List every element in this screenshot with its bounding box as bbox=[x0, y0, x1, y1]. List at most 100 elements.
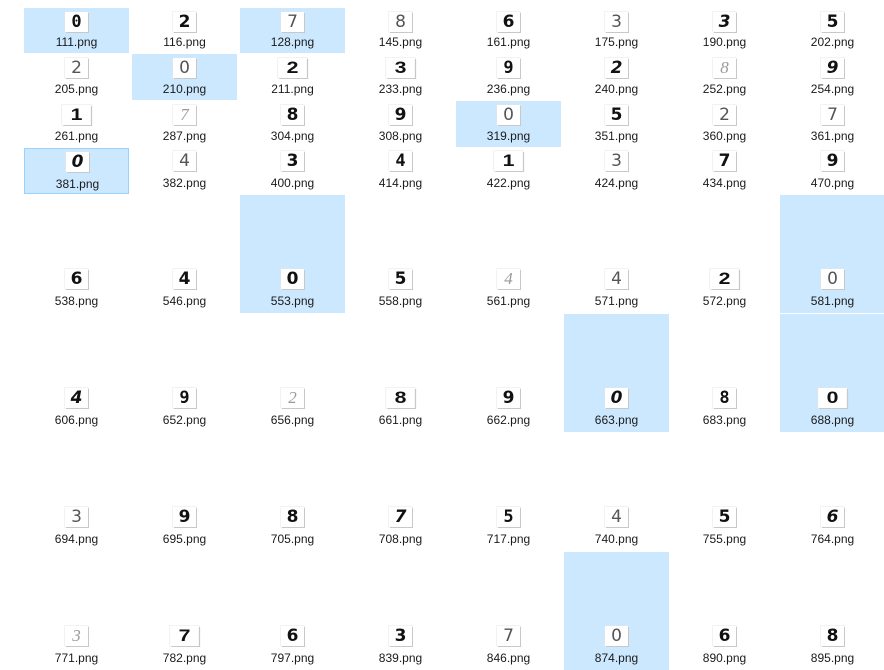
file-item[interactable]: 9 308.png bbox=[348, 101, 453, 147]
file-item[interactable]: 7 361.png bbox=[780, 101, 884, 147]
file-item[interactable]: 3 190.png bbox=[672, 8, 777, 53]
file-thumbnail: 6 bbox=[281, 626, 304, 646]
file-thumbnail: 2 bbox=[173, 12, 196, 32]
file-item[interactable]: 4 561.png bbox=[456, 195, 561, 313]
file-item[interactable]: 9 652.png bbox=[132, 314, 237, 432]
file-name-label: 606.png bbox=[54, 413, 99, 427]
file-name-label: 161.png bbox=[486, 35, 531, 49]
file-item[interactable]: 0 381.png bbox=[24, 148, 129, 194]
file-item[interactable]: 0 210.png bbox=[132, 54, 237, 100]
file-item[interactable]: 1 422.png bbox=[456, 148, 561, 194]
file-item[interactable]: 2 205.png bbox=[24, 54, 129, 100]
file-item[interactable]: 2 240.png bbox=[564, 54, 669, 100]
file-name-label: 434.png bbox=[702, 176, 747, 190]
file-item[interactable]: 6 797.png bbox=[240, 552, 345, 670]
file-item[interactable]: 2 656.png bbox=[240, 314, 345, 432]
file-item[interactable]: 0 663.png bbox=[564, 314, 669, 432]
file-item[interactable]: 9 662.png bbox=[456, 314, 561, 432]
file-item[interactable]: 4 382.png bbox=[132, 148, 237, 194]
file-item[interactable]: 5 351.png bbox=[564, 101, 669, 147]
file-item[interactable]: 3 400.png bbox=[240, 148, 345, 194]
file-item[interactable]: 6 764.png bbox=[780, 433, 884, 551]
file-item[interactable]: 2 116.png bbox=[132, 8, 237, 53]
file-item[interactable]: 9 695.png bbox=[132, 433, 237, 551]
file-item[interactable]: 0 319.png bbox=[456, 101, 561, 147]
file-item[interactable]: 3 424.png bbox=[564, 148, 669, 194]
file-item[interactable]: 0 553.png bbox=[240, 195, 345, 313]
file-name-label: 319.png bbox=[486, 129, 531, 143]
file-name-label: 145.png bbox=[378, 35, 423, 49]
file-name-label: 561.png bbox=[486, 294, 531, 308]
file-item[interactable]: 4 571.png bbox=[564, 195, 669, 313]
file-item[interactable]: 2 360.png bbox=[672, 101, 777, 147]
file-name-label: 538.png bbox=[54, 294, 99, 308]
file-thumbnail: 4 bbox=[173, 151, 196, 171]
file-item[interactable]: 5 202.png bbox=[780, 8, 884, 53]
file-thumbnail: 4 bbox=[389, 151, 412, 171]
file-item[interactable]: 2 572.png bbox=[672, 195, 777, 313]
file-thumbnail: 2 bbox=[713, 105, 736, 125]
file-item[interactable]: 9 254.png bbox=[780, 54, 884, 100]
file-item[interactable]: 7 287.png bbox=[132, 101, 237, 147]
file-thumbnail: 9 bbox=[821, 151, 844, 171]
file-name-label: 663.png bbox=[594, 413, 639, 427]
file-item[interactable]: 4 546.png bbox=[132, 195, 237, 313]
file-item[interactable]: 8 661.png bbox=[348, 314, 453, 432]
file-item[interactable]: 9 236.png bbox=[456, 54, 561, 100]
file-item[interactable]: 3 771.png bbox=[24, 552, 129, 670]
file-item[interactable]: 8 252.png bbox=[672, 54, 777, 100]
file-name-label: 414.png bbox=[378, 176, 423, 190]
file-item[interactable]: 8 895.png bbox=[780, 552, 884, 670]
file-name-label: 764.png bbox=[810, 532, 855, 546]
file-item[interactable]: 3 233.png bbox=[348, 54, 453, 100]
file-thumbnail: 0 bbox=[65, 12, 88, 32]
file-item[interactable]: 2 211.png bbox=[240, 54, 345, 100]
file-name-label: 175.png bbox=[594, 35, 639, 49]
file-name-label: 874.png bbox=[594, 651, 639, 665]
file-item[interactable]: 7 846.png bbox=[456, 552, 561, 670]
file-item[interactable]: 6 161.png bbox=[456, 8, 561, 53]
file-name-label: 360.png bbox=[702, 129, 747, 143]
file-name-label: 422.png bbox=[486, 176, 531, 190]
file-item[interactable]: 7 782.png bbox=[132, 552, 237, 670]
file-item[interactable]: 3 694.png bbox=[24, 433, 129, 551]
file-item[interactable]: 5 717.png bbox=[456, 433, 561, 551]
file-item[interactable]: 8 145.png bbox=[348, 8, 453, 53]
file-item[interactable]: 7 128.png bbox=[240, 8, 345, 53]
file-name-label: 771.png bbox=[54, 651, 99, 665]
file-item[interactable]: 4 740.png bbox=[564, 433, 669, 551]
file-item[interactable]: 3 839.png bbox=[348, 552, 453, 670]
file-thumbnail: 7 bbox=[173, 105, 196, 125]
file-thumbnail: 0 bbox=[173, 58, 196, 78]
file-name-label: 656.png bbox=[270, 413, 315, 427]
file-item[interactable]: 1 261.png bbox=[24, 101, 129, 147]
file-name-label: 708.png bbox=[378, 532, 423, 546]
file-item[interactable]: 8 683.png bbox=[672, 314, 777, 432]
file-item[interactable]: 9 470.png bbox=[780, 148, 884, 194]
file-item[interactable]: 8 304.png bbox=[240, 101, 345, 147]
file-thumbnail: 9 bbox=[821, 58, 844, 78]
file-item[interactable]: 0 874.png bbox=[564, 552, 669, 670]
file-item[interactable]: 0 688.png bbox=[780, 314, 884, 432]
file-thumbnail: 1 bbox=[494, 151, 523, 171]
file-item[interactable]: 4 414.png bbox=[348, 148, 453, 194]
file-item[interactable]: 6 538.png bbox=[24, 195, 129, 313]
file-thumbnail: 7 bbox=[497, 626, 520, 646]
file-item[interactable]: 0 581.png bbox=[780, 195, 884, 313]
file-item[interactable]: 0 111.png bbox=[24, 8, 129, 53]
file-item[interactable]: 4 606.png bbox=[24, 314, 129, 432]
file-name-label: 190.png bbox=[702, 35, 747, 49]
file-item[interactable]: 8 705.png bbox=[240, 433, 345, 551]
file-item[interactable]: 5 558.png bbox=[348, 195, 453, 313]
file-item[interactable]: 5 755.png bbox=[672, 433, 777, 551]
file-thumbnail: 9 bbox=[389, 105, 412, 125]
file-item[interactable]: 3 175.png bbox=[564, 8, 669, 53]
file-name-label: 581.png bbox=[810, 294, 855, 308]
file-item[interactable]: 7 434.png bbox=[672, 148, 777, 194]
file-item[interactable]: 7 708.png bbox=[348, 433, 453, 551]
file-thumbnail: 3 bbox=[605, 12, 628, 32]
file-item[interactable]: 6 890.png bbox=[672, 552, 777, 670]
file-thumbnail: 8 bbox=[713, 58, 736, 78]
file-name-label: 240.png bbox=[594, 82, 639, 96]
file-name-label: 261.png bbox=[54, 129, 99, 143]
